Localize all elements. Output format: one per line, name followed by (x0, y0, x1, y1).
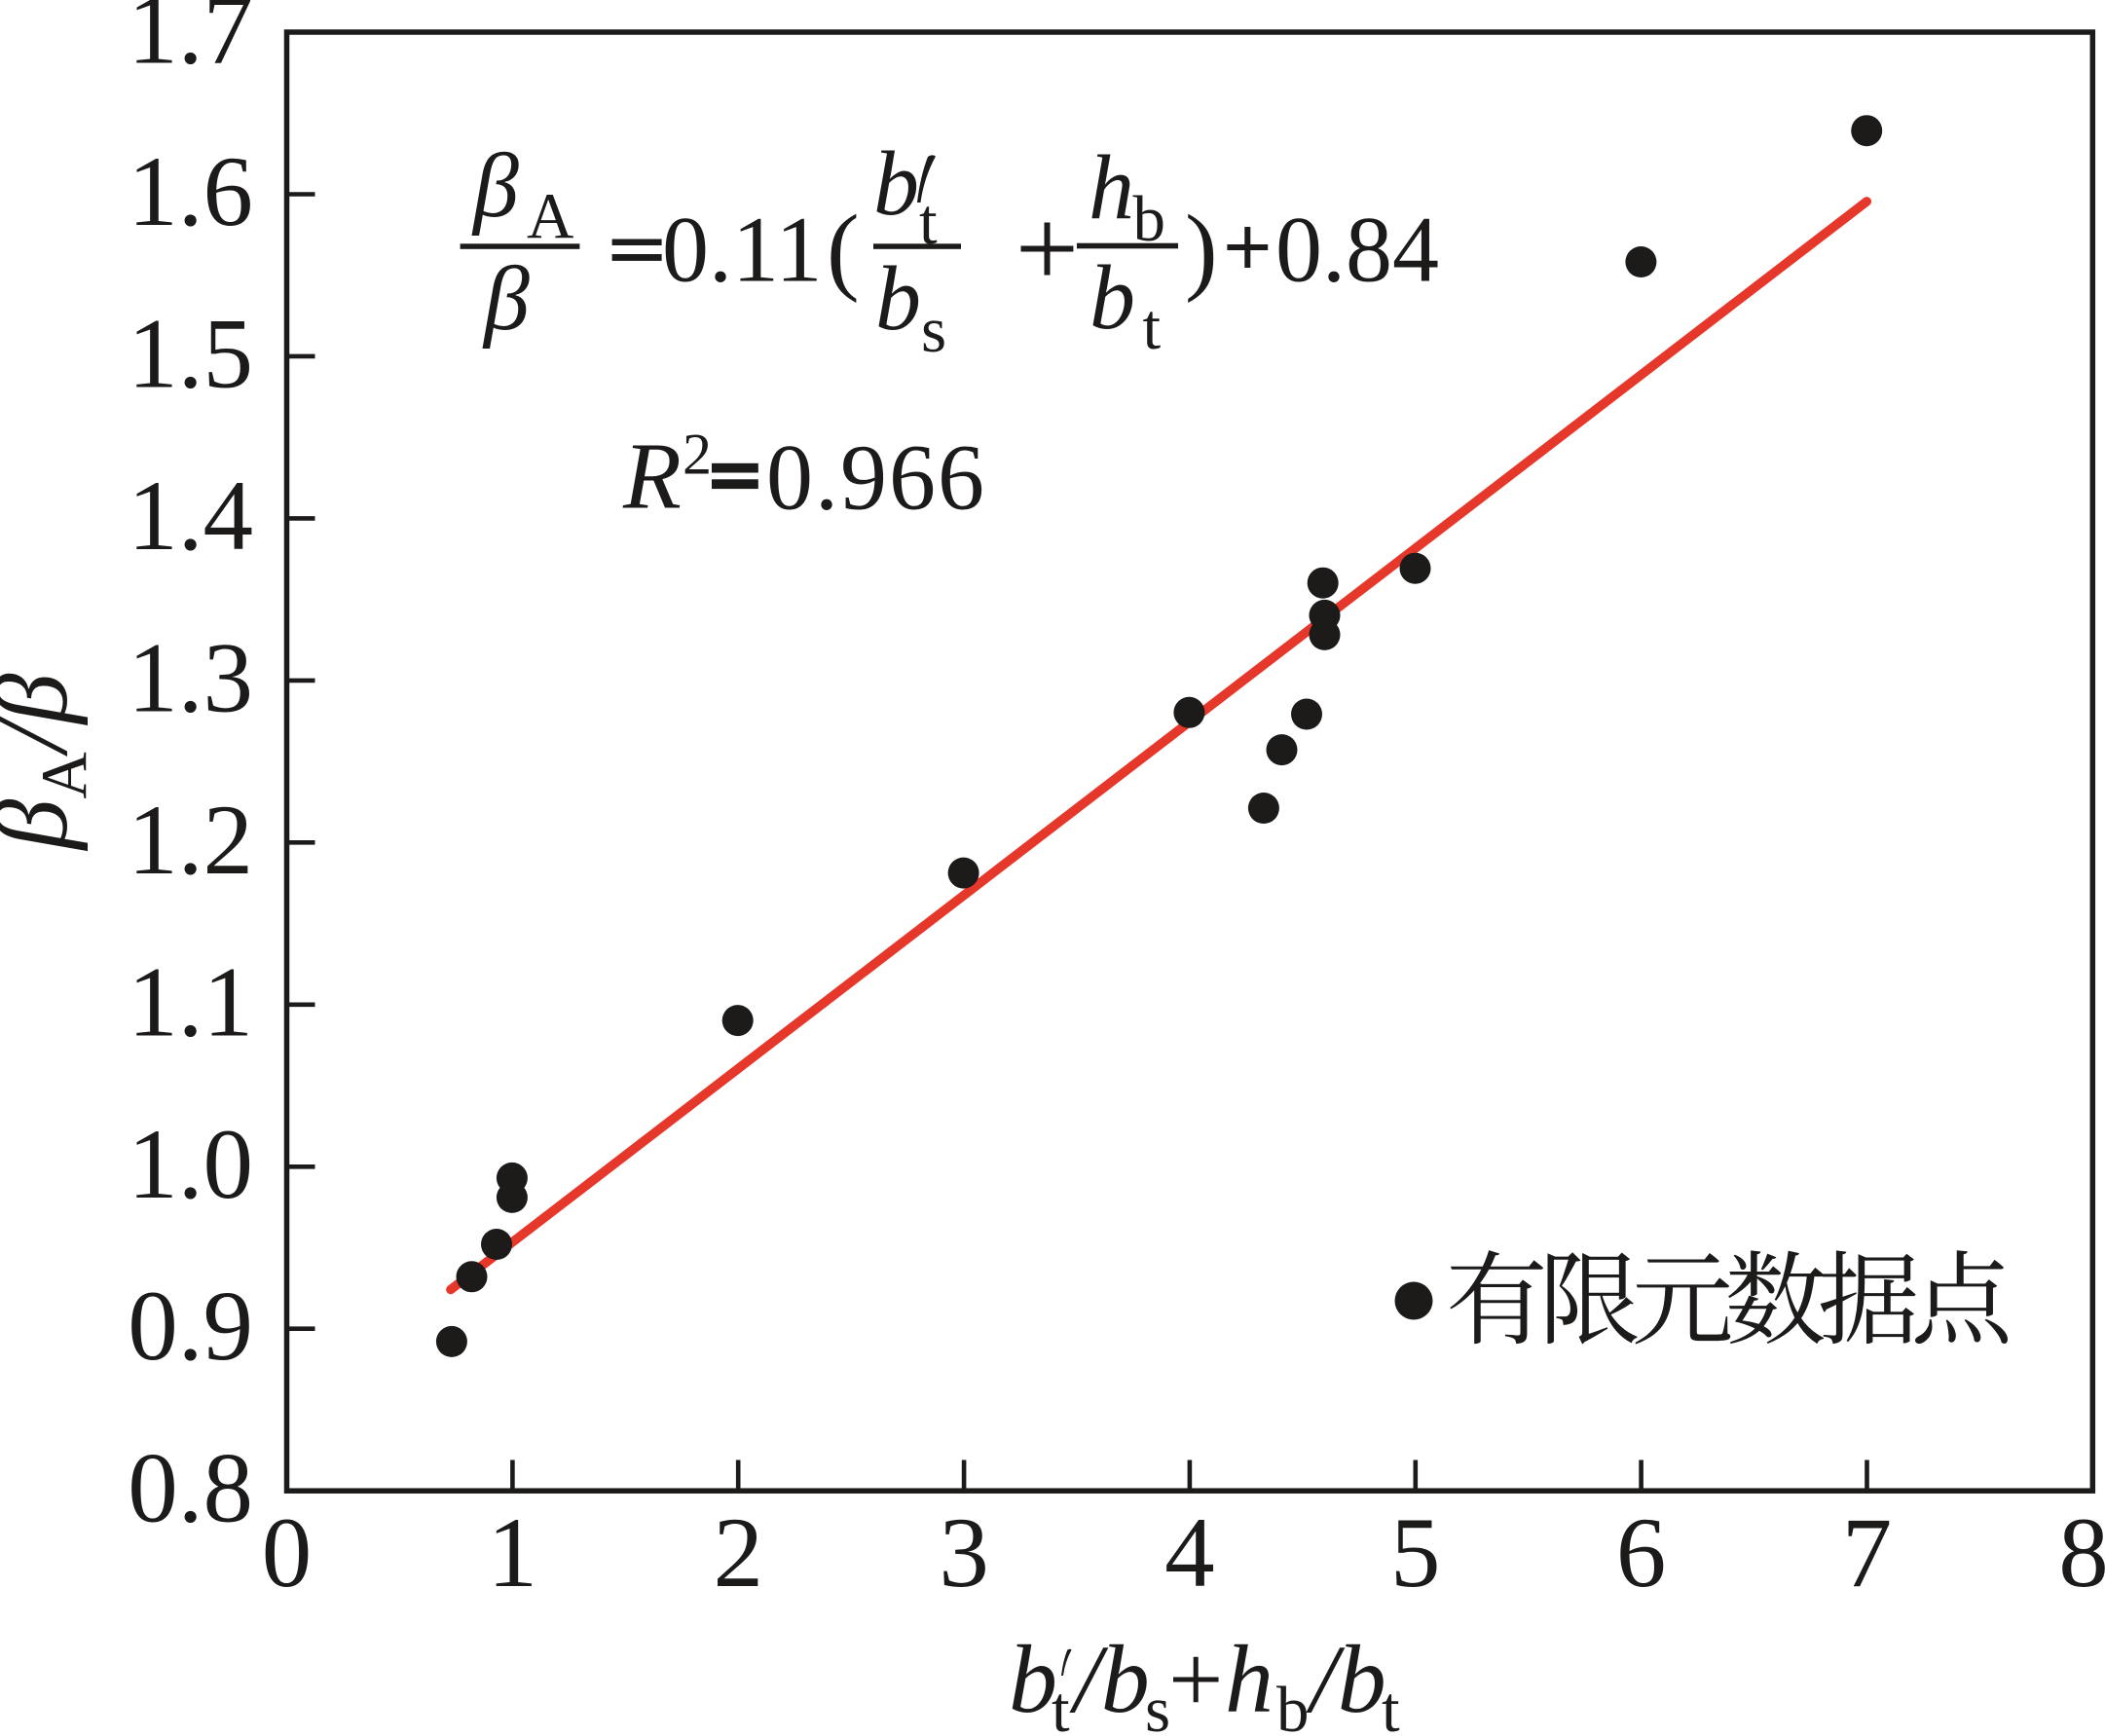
svg-text:1.3: 1.3 (128, 622, 253, 733)
svg-text:0.8: 0.8 (128, 1433, 253, 1544)
svg-text:β: β (482, 248, 530, 350)
svg-text:0: 0 (262, 1497, 313, 1608)
svg-text:t: t (1143, 291, 1162, 363)
svg-text:t: t (919, 186, 938, 258)
svg-text:0.9: 0.9 (128, 1271, 253, 1382)
svg-text:+: + (1168, 1625, 1223, 1733)
svg-text:4: 4 (1164, 1497, 1215, 1608)
svg-text:1.5: 1.5 (128, 298, 253, 409)
svg-text:β: β (471, 135, 519, 237)
svg-text:1.6: 1.6 (128, 136, 253, 247)
svg-text:): ) (1185, 195, 1218, 304)
svg-text:1.0: 1.0 (128, 1109, 253, 1220)
svg-text:0.84: 0.84 (1275, 198, 1439, 302)
svg-text:b: b (1089, 247, 1135, 349)
svg-text:s: s (1145, 1674, 1170, 1736)
svg-text:2: 2 (683, 423, 712, 487)
svg-text:1.4: 1.4 (128, 461, 253, 572)
svg-text:b: b (1276, 1674, 1310, 1736)
svg-text:1.2: 1.2 (128, 785, 253, 896)
svg-text:A: A (527, 180, 573, 252)
svg-text:8: 8 (2058, 1497, 2105, 1608)
svg-text:(: ( (827, 195, 860, 304)
svg-text:t: t (1382, 1674, 1400, 1736)
svg-text:s: s (921, 294, 946, 366)
svg-text:1.1: 1.1 (128, 946, 253, 1057)
svg-text:/b: /b (1306, 1625, 1386, 1733)
svg-text:h: h (1089, 137, 1134, 239)
svg-text:b: b (1133, 183, 1166, 255)
svg-text:R: R (622, 425, 682, 530)
svg-text:5: 5 (1390, 1497, 1441, 1608)
svg-text:b: b (875, 248, 921, 350)
svg-text:1: 1 (488, 1497, 538, 1608)
svg-text:3: 3 (939, 1497, 989, 1608)
svg-text:βA/β: βA/β (0, 673, 100, 851)
svg-text:0.966: 0.966 (766, 425, 986, 530)
svg-text:t: t (1052, 1674, 1070, 1736)
svg-text:2: 2 (713, 1497, 763, 1608)
svg-text:7: 7 (1842, 1497, 1893, 1608)
svg-text:b: b (873, 133, 919, 235)
svg-text:/b: /b (1069, 1625, 1150, 1733)
svg-text:0.11: 0.11 (662, 198, 822, 302)
svg-text:h: h (1225, 1625, 1274, 1733)
svg-text:1.7: 1.7 (128, 0, 253, 86)
svg-text:6: 6 (1616, 1497, 1667, 1608)
svg-text:b: b (1009, 1625, 1057, 1733)
